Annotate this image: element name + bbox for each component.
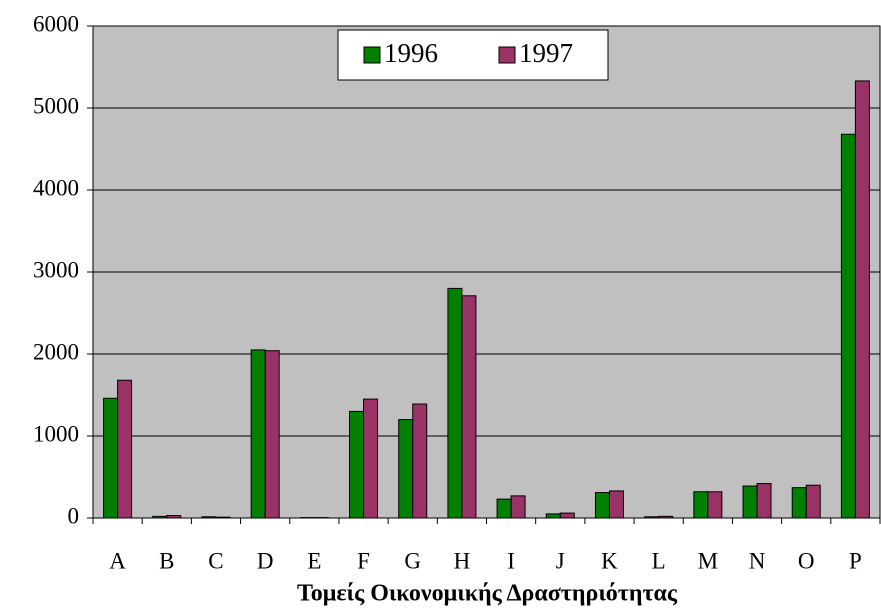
bar — [608, 490, 624, 519]
x-tick-label: G — [404, 548, 421, 573]
bar — [264, 350, 280, 519]
legend-swatch — [363, 46, 381, 64]
bar — [805, 484, 821, 519]
bar — [166, 515, 182, 519]
legend-swatch — [498, 46, 516, 64]
x-tick-label: D — [257, 548, 274, 573]
x-tick-label: J — [556, 548, 565, 573]
x-tick-label: K — [601, 548, 618, 573]
bar — [349, 410, 365, 519]
bar — [791, 487, 807, 519]
bar — [496, 498, 512, 519]
legend-label: 1996 — [384, 38, 438, 68]
y-tick-label: 0 — [68, 503, 80, 528]
y-tick-label: 5000 — [33, 93, 79, 118]
bar — [250, 349, 266, 519]
bar — [215, 516, 231, 519]
bar — [103, 397, 119, 519]
y-tick-label: 1000 — [33, 421, 79, 446]
x-tick-label: B — [159, 548, 174, 573]
bar — [854, 80, 870, 519]
x-tick-label: P — [849, 548, 862, 573]
y-tick-label: 3000 — [33, 257, 79, 282]
bar — [545, 513, 561, 519]
y-tick-label: 6000 — [33, 11, 79, 36]
x-tick-label: L — [652, 548, 666, 573]
bar — [363, 398, 379, 519]
y-tick-label: 4000 — [33, 175, 79, 200]
x-tick-label: C — [208, 548, 223, 573]
x-tick-label: N — [749, 548, 766, 573]
bar — [840, 133, 856, 519]
bar — [201, 516, 217, 519]
bar — [707, 491, 723, 519]
x-tick-label: A — [109, 548, 126, 573]
legend-box — [337, 29, 609, 81]
bar — [510, 495, 526, 519]
bar — [693, 491, 709, 519]
x-tick-label: E — [307, 548, 321, 573]
bar — [412, 403, 428, 519]
x-tick-label: I — [507, 548, 515, 573]
x-tick-label: M — [698, 548, 718, 573]
y-tick-label: 2000 — [33, 339, 79, 364]
bar — [559, 512, 575, 519]
bar — [756, 483, 772, 519]
bar — [461, 295, 477, 519]
bar — [658, 515, 674, 519]
x-tick-label: H — [454, 548, 471, 573]
bar — [742, 485, 758, 519]
bar — [117, 379, 133, 519]
bar — [447, 287, 463, 519]
bar — [152, 515, 168, 519]
x-axis-label: Τομείς Οικονομικής Δραστηριότητας — [297, 581, 678, 607]
x-tick-label: O — [798, 548, 815, 573]
bar — [398, 419, 414, 519]
legend-label: 1997 — [519, 38, 573, 68]
bar — [644, 516, 660, 519]
bar — [594, 492, 610, 519]
x-tick-label: F — [357, 548, 370, 573]
